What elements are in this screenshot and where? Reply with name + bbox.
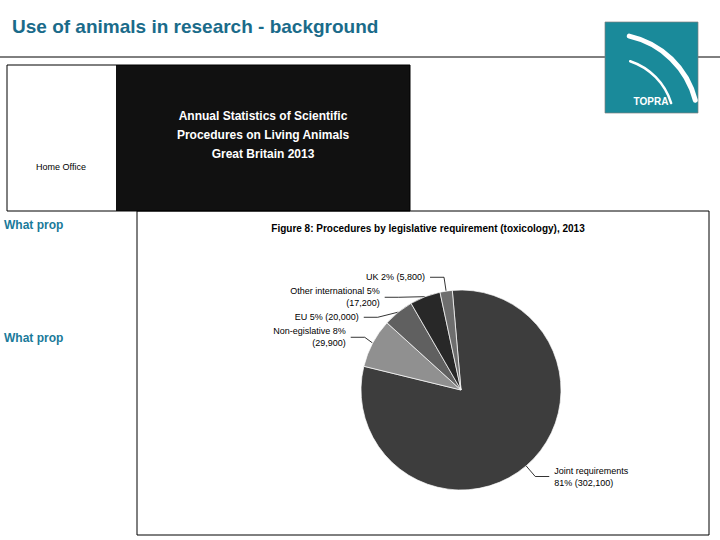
svg-text:EU 5% (20,000): EU 5% (20,000) <box>295 312 359 322</box>
svg-text:Joint requirements: Joint requirements <box>554 466 629 476</box>
svg-text:81% (302,100): 81% (302,100) <box>554 478 613 488</box>
svg-text:Home Office: Home Office <box>36 162 86 172</box>
svg-text:What prop: What prop <box>4 331 63 345</box>
svg-text:(29,900): (29,900) <box>312 338 346 348</box>
svg-text:(17,200): (17,200) <box>346 298 380 308</box>
svg-text:Great Britain 2013: Great Britain 2013 <box>212 147 315 161</box>
svg-text:What prop: What prop <box>4 218 63 232</box>
svg-text:Annual Statistics of Scientifi: Annual Statistics of Scientific <box>179 109 348 123</box>
svg-text:Procedures on Living Animals: Procedures on Living Animals <box>177 128 350 142</box>
svg-text:UK 2% (5,800): UK 2% (5,800) <box>366 272 425 282</box>
svg-text:Non-egislative 8%: Non-egislative 8% <box>273 326 346 336</box>
svg-text:TOPRA: TOPRA <box>634 96 669 107</box>
svg-text:Figure 8: Procedures by legisl: Figure 8: Procedures by legislative requ… <box>271 223 585 234</box>
svg-text:Other international 5%: Other international 5% <box>290 286 380 296</box>
svg-text:Use of animals in research - b: Use of animals in research - background <box>12 16 378 37</box>
